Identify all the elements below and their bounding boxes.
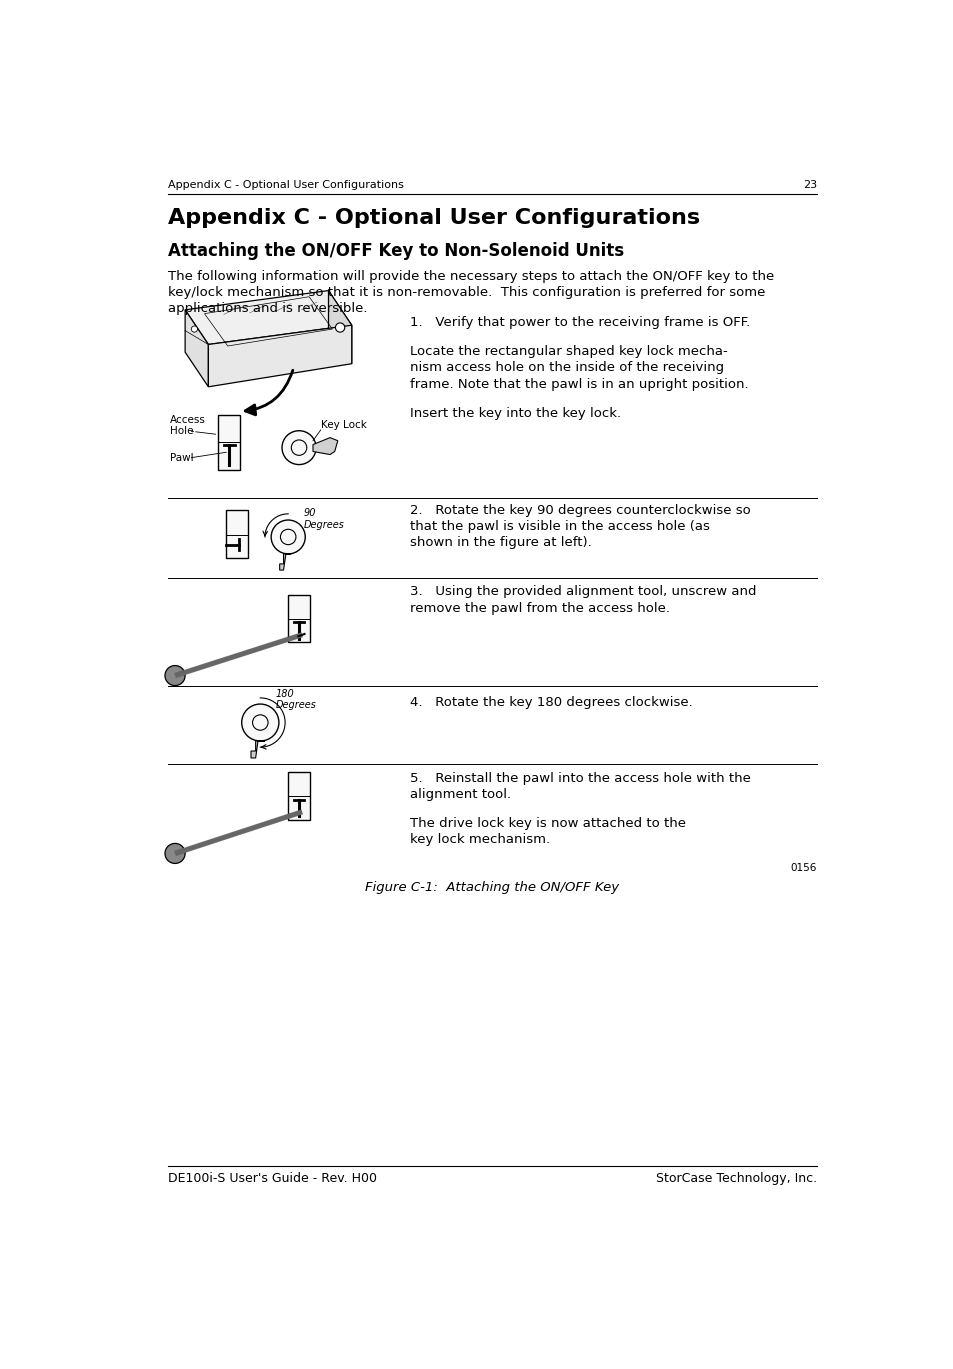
Text: DE100i-S User's Guide - Rev. H00: DE100i-S User's Guide - Rev. H00 [168, 1172, 376, 1186]
Text: alignment tool.: alignment tool. [410, 789, 511, 801]
Circle shape [165, 665, 185, 686]
Text: Appendix C - Optional User Configurations: Appendix C - Optional User Configuration… [168, 208, 700, 229]
Circle shape [241, 704, 278, 741]
Text: shown in the figure at left).: shown in the figure at left). [410, 537, 591, 549]
Polygon shape [208, 326, 352, 387]
Text: 3.   Using the provided alignment tool, unscrew and: 3. Using the provided alignment tool, un… [410, 586, 756, 598]
Bar [218, 415, 240, 470]
Text: 0156: 0156 [789, 862, 816, 872]
Bar [226, 511, 248, 557]
Polygon shape [185, 290, 352, 345]
Text: 2.   Rotate the key 90 degrees counterclockwise so: 2. Rotate the key 90 degrees countercloc… [410, 504, 750, 517]
Text: 4.   Rotate the key 180 degrees clockwise.: 4. Rotate the key 180 degrees clockwise. [410, 697, 692, 709]
Circle shape [192, 326, 197, 333]
Circle shape [335, 323, 344, 333]
Circle shape [282, 431, 315, 464]
Text: frame. Note that the pawl is in an upright position.: frame. Note that the pawl is in an uprig… [410, 378, 748, 390]
Circle shape [271, 520, 305, 554]
Text: 1.   Verify that power to the receiving frame is OFF.: 1. Verify that power to the receiving fr… [410, 316, 749, 329]
Text: Insert the key into the key lock.: Insert the key into the key lock. [410, 407, 620, 420]
Polygon shape [313, 438, 337, 455]
Text: nism access hole on the inside of the receiving: nism access hole on the inside of the re… [410, 361, 723, 374]
Text: StorCase Technology, Inc.: StorCase Technology, Inc. [655, 1172, 816, 1186]
Text: 90
Degrees: 90 Degrees [303, 508, 344, 530]
Text: applications and is reversible.: applications and is reversible. [168, 303, 367, 315]
Text: key lock mechanism.: key lock mechanism. [410, 834, 550, 846]
Text: Pawl: Pawl [170, 453, 193, 463]
Text: Locate the rectangular shaped key lock mecha-: Locate the rectangular shaped key lock m… [410, 345, 727, 359]
Polygon shape [328, 290, 352, 364]
Bar [288, 772, 310, 820]
Text: 180
Degrees: 180 Degrees [275, 689, 316, 711]
Text: remove the pawl from the access hole.: remove the pawl from the access hole. [410, 601, 669, 615]
Text: Attaching the ON/OFF Key to Non-Solenoid Units: Attaching the ON/OFF Key to Non-Solenoid… [168, 242, 623, 260]
Text: key/lock mechanism so that it is non-removable.  This configuration is preferred: key/lock mechanism so that it is non-rem… [168, 286, 764, 298]
Circle shape [165, 843, 185, 864]
Polygon shape [185, 309, 208, 387]
Text: Key Lock: Key Lock [320, 420, 366, 430]
Text: 23: 23 [801, 181, 816, 190]
Polygon shape [251, 741, 265, 758]
Polygon shape [279, 554, 291, 570]
Text: Appendix C - Optional User Configurations: Appendix C - Optional User Configuration… [168, 181, 403, 190]
Text: Figure C-1:  Attaching the ON/OFF Key: Figure C-1: Attaching the ON/OFF Key [365, 882, 618, 894]
Text: that the pawl is visible in the access hole (as: that the pawl is visible in the access h… [410, 520, 709, 533]
Text: 5.   Reinstall the pawl into the access hole with the: 5. Reinstall the pawl into the access ho… [410, 772, 750, 784]
Text: The following information will provide the necessary steps to attach the ON/OFF : The following information will provide t… [168, 270, 774, 283]
Bar [288, 594, 310, 642]
Text: Access
Hole: Access Hole [170, 415, 205, 437]
Text: The drive lock key is now attached to the: The drive lock key is now attached to th… [410, 817, 685, 830]
